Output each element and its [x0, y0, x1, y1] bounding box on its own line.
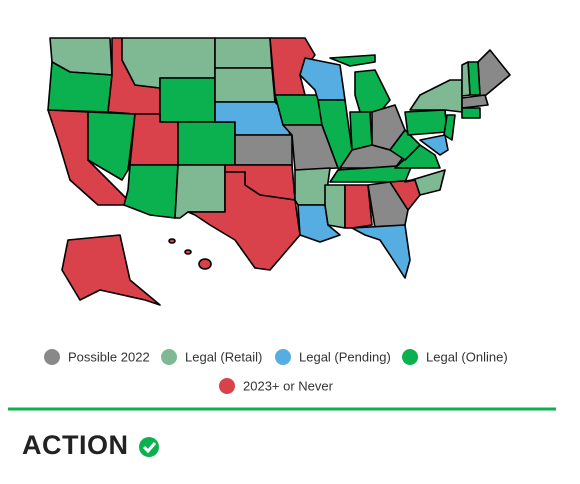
state	[299, 57, 346, 101]
legend-label: Possible 2022	[68, 349, 150, 364]
state	[461, 94, 489, 109]
state	[344, 184, 373, 229]
state	[61, 234, 161, 306]
legend-label: Legal (Online)	[426, 349, 508, 364]
legend-swatch	[219, 378, 235, 394]
state	[123, 164, 179, 219]
state	[329, 54, 376, 67]
legend-swatch	[161, 349, 177, 365]
state	[351, 224, 411, 279]
state	[214, 67, 276, 103]
legend-label: 2023+ or Never	[243, 378, 334, 393]
state	[354, 69, 391, 113]
state	[168, 238, 176, 244]
state	[234, 134, 293, 166]
legend-label: Legal (Retail)	[185, 349, 262, 364]
legend-swatch	[402, 349, 418, 365]
legend-label: Legal (Pending)	[299, 349, 391, 364]
state	[404, 109, 448, 136]
state	[324, 184, 346, 229]
brand-check	[142, 442, 157, 454]
state	[443, 114, 456, 141]
legend: Possible 2022 Legal (Retail) Legal (Pendin…	[44, 349, 508, 394]
state	[367, 181, 409, 229]
state	[129, 113, 179, 166]
state	[274, 94, 323, 126]
state	[198, 258, 212, 270]
state	[389, 129, 421, 161]
state	[177, 121, 236, 166]
brand-check-circle	[139, 437, 159, 457]
state	[477, 49, 511, 101]
state	[404, 169, 446, 196]
us-map	[47, 37, 511, 306]
state	[409, 79, 463, 113]
state	[461, 61, 471, 97]
state	[184, 249, 192, 255]
state	[461, 107, 481, 119]
legend-swatch	[275, 349, 291, 365]
state	[187, 171, 301, 271]
state	[159, 77, 216, 123]
state	[174, 164, 226, 219]
state	[214, 37, 273, 69]
state	[349, 111, 373, 151]
state	[419, 134, 449, 156]
brand-logo: ACTION	[22, 430, 129, 460]
legend-swatch	[44, 349, 60, 365]
